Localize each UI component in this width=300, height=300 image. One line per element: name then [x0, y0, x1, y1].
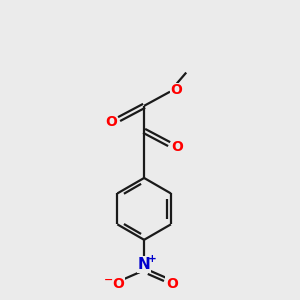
Text: O: O [166, 277, 178, 291]
Text: O: O [112, 277, 124, 291]
Text: −: − [104, 275, 113, 285]
Text: O: O [171, 140, 183, 154]
Text: N: N [138, 257, 151, 272]
Text: O: O [171, 83, 182, 97]
Text: +: + [148, 254, 157, 264]
Text: O: O [105, 115, 117, 129]
